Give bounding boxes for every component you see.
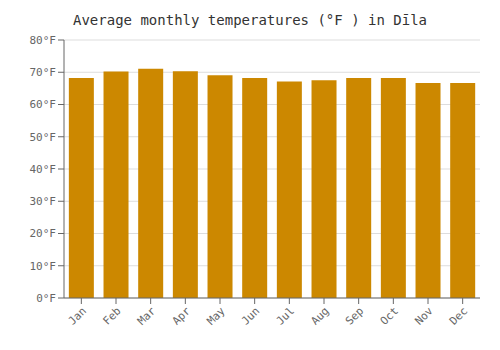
svg-text:20°F: 20°F	[30, 227, 57, 240]
svg-text:Sep: Sep	[343, 304, 366, 327]
svg-text:Feb: Feb	[100, 304, 123, 327]
svg-text:Mar: Mar	[135, 304, 159, 328]
svg-text:10°F: 10°F	[30, 260, 57, 273]
svg-text:Apr: Apr	[170, 304, 194, 328]
svg-text:Jun: Jun	[239, 304, 262, 327]
svg-text:70°F: 70°F	[30, 66, 57, 79]
svg-text:Dec: Dec	[447, 304, 470, 327]
svg-text:60°F: 60°F	[30, 98, 57, 111]
svg-text:0°F: 0°F	[36, 292, 56, 305]
svg-text:80°F: 80°F	[30, 34, 57, 47]
svg-text:50°F: 50°F	[30, 131, 57, 144]
svg-text:Oct: Oct	[378, 304, 401, 327]
svg-text:30°F: 30°F	[30, 195, 57, 208]
svg-text:Jul: Jul	[274, 304, 297, 327]
svg-text:Nov: Nov	[412, 304, 436, 328]
html-text:Average monthly temperatures (: Average monthly temperatures (°F ) in Dī…	[73, 12, 427, 28]
svg-text:Aug: Aug	[308, 304, 331, 327]
svg-text:Jan: Jan	[66, 304, 89, 327]
svg-text:40°F: 40°F	[30, 163, 57, 176]
svg-text:May: May	[204, 304, 228, 328]
